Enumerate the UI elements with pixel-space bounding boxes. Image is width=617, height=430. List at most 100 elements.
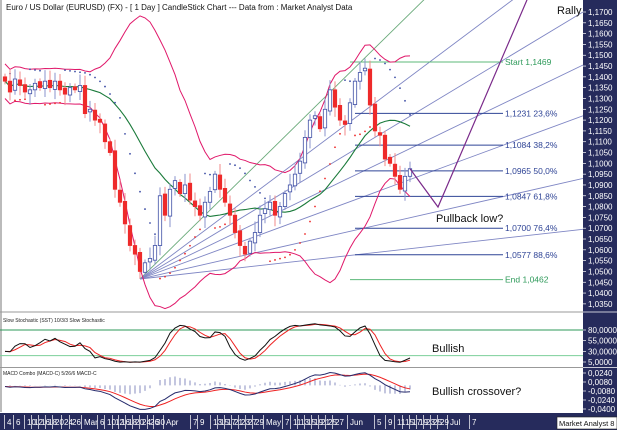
sar-dot bbox=[84, 71, 86, 74]
x-tick-label: 29 bbox=[440, 418, 449, 427]
candle bbox=[342, 120, 348, 125]
sar-dot bbox=[264, 197, 266, 200]
bollinger-lower bbox=[4, 98, 411, 310]
candle bbox=[132, 245, 138, 255]
fan-line bbox=[139, 64, 583, 280]
pullback-annotation: Pullback low? bbox=[436, 213, 503, 225]
candle bbox=[182, 184, 188, 195]
x-tick-label: 26 bbox=[150, 418, 159, 427]
fib-level-label: End 1,0462 bbox=[505, 275, 549, 285]
candle bbox=[347, 102, 353, 124]
y-tick-label: 1,0750 bbox=[588, 213, 613, 222]
brand-box: Market Analyst 8 bbox=[556, 416, 617, 430]
stoch-k-line bbox=[4, 323, 411, 363]
y-tick-label: 1,0900 bbox=[588, 181, 613, 190]
sar-dot bbox=[294, 248, 296, 251]
candle bbox=[77, 85, 83, 92]
candle bbox=[67, 87, 73, 96]
x-tick-label: 6 bbox=[100, 418, 105, 427]
sar-dot bbox=[159, 277, 161, 280]
axis-background bbox=[583, 0, 617, 413]
sar-dot bbox=[69, 69, 71, 72]
candle bbox=[47, 79, 53, 89]
candle bbox=[102, 123, 108, 143]
sar-dot bbox=[269, 260, 271, 263]
candle bbox=[177, 181, 183, 195]
sar-dot bbox=[394, 76, 396, 79]
y-tick-label: 1,1300 bbox=[588, 94, 613, 103]
stoch-tick-label: 5,0000 bbox=[588, 358, 613, 367]
fib-level-label: Start 1,1469 bbox=[505, 57, 552, 67]
y-tick-label: 1,0650 bbox=[588, 235, 613, 244]
fan-line bbox=[139, 178, 583, 280]
x-tick-label: 11 bbox=[397, 418, 406, 427]
y-tick-label: 1,1000 bbox=[588, 159, 613, 168]
sar-dot bbox=[319, 190, 321, 193]
candle bbox=[32, 82, 38, 91]
y-tick-label: 1,0500 bbox=[588, 267, 613, 276]
x-tick-label: 30 bbox=[156, 418, 165, 427]
fan-line bbox=[139, 0, 425, 280]
chart-title: Euro / US Dollar (EURUSD) (FX) - [ 1 Day… bbox=[6, 3, 353, 12]
macd-title: MACD Combo (MACD-C) 5/26/6 MACD-C bbox=[3, 371, 97, 377]
x-tick-label: 27 bbox=[335, 418, 344, 427]
candle bbox=[232, 214, 238, 233]
candle bbox=[377, 132, 383, 136]
sar-dot bbox=[179, 259, 181, 262]
candle bbox=[52, 80, 58, 90]
sar-dot bbox=[289, 253, 291, 256]
sar-dot bbox=[149, 222, 151, 224]
candle bbox=[217, 174, 223, 190]
y-tick-label: 1,1500 bbox=[588, 51, 613, 60]
bollinger-upper bbox=[4, 15, 411, 174]
candle bbox=[397, 175, 403, 190]
candle bbox=[192, 200, 198, 207]
candle bbox=[87, 108, 93, 113]
y-tick-label: 1,1450 bbox=[588, 62, 613, 71]
sar-dot bbox=[19, 98, 21, 101]
candle bbox=[307, 119, 313, 138]
candle bbox=[302, 136, 308, 164]
y-tick-label: 1,1100 bbox=[588, 138, 612, 147]
sar-dot bbox=[49, 103, 51, 105]
candle bbox=[172, 180, 178, 189]
sar-dot bbox=[349, 80, 351, 83]
price-panel: Start 1,1469 1,1231 23,6% 1,1084 38,2% 1,09… bbox=[2, 0, 583, 310]
y-tick-label: 1,1400 bbox=[588, 73, 613, 82]
sar-dot bbox=[374, 57, 376, 60]
candle bbox=[337, 104, 343, 121]
fib-level-label: 1,0700 76,4% bbox=[505, 223, 558, 233]
candle bbox=[117, 189, 123, 203]
candle bbox=[327, 89, 333, 112]
x-tick-label: May bbox=[266, 418, 281, 427]
sar-dot bbox=[184, 252, 186, 255]
macd-tick-label: -0,0240 bbox=[588, 396, 616, 405]
bullish-annotation: Bullish bbox=[432, 343, 464, 355]
candle bbox=[287, 184, 293, 193]
stoch-tick-label: 30,0000 bbox=[588, 347, 617, 356]
sar-dot bbox=[334, 146, 336, 149]
sar-dot bbox=[254, 186, 256, 188]
candle bbox=[262, 208, 268, 214]
candle bbox=[282, 193, 288, 207]
sar-dot bbox=[209, 173, 211, 176]
x-tick-label: Mar bbox=[84, 418, 98, 427]
y-tick-label: 1,1700 bbox=[588, 8, 613, 17]
x-tick-label: 24 bbox=[142, 418, 151, 427]
candle bbox=[187, 182, 193, 201]
x-tick-label: 4 bbox=[7, 418, 12, 427]
candle bbox=[252, 232, 258, 244]
candle bbox=[107, 141, 113, 153]
candle bbox=[357, 72, 363, 82]
sar-dot bbox=[194, 236, 196, 238]
candle bbox=[322, 108, 328, 129]
y-tick-label: 1,0350 bbox=[588, 300, 613, 309]
x-tick-label: 12 bbox=[115, 418, 124, 427]
y-tick-label: 1,1600 bbox=[588, 30, 613, 39]
sar-dot bbox=[399, 87, 401, 90]
y-tick-label: 1,1250 bbox=[588, 105, 613, 114]
sar-dot bbox=[204, 172, 206, 175]
y-tick-label: 1,0800 bbox=[588, 203, 613, 212]
